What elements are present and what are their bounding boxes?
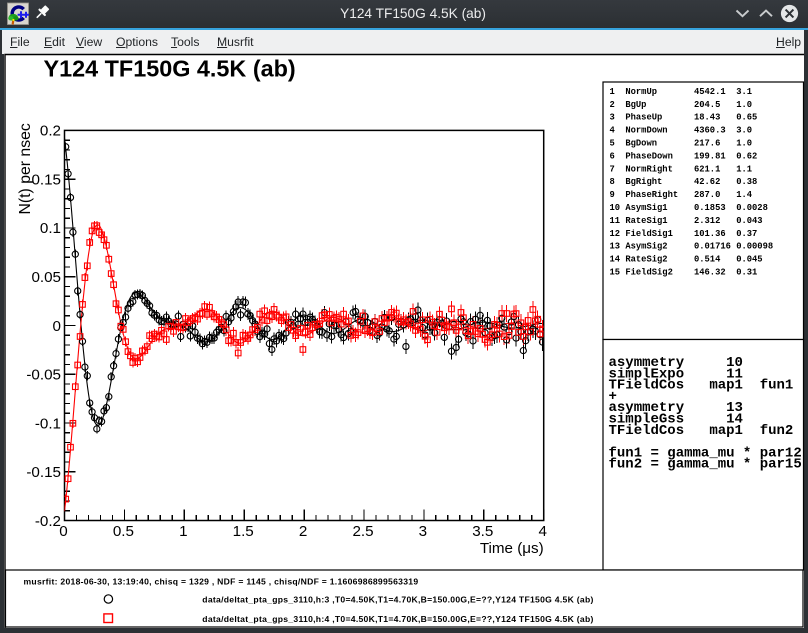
svg-text:simpleGss 14: simpleGss 14 [609, 412, 743, 428]
svg-text:0.2: 0.2 [40, 123, 61, 140]
svg-text:-0.1: -0.1 [35, 415, 61, 432]
svg-text:1.5: 1.5 [233, 523, 254, 540]
svg-text:1: 1 [179, 523, 187, 540]
svg-text:TFieldCos map1 fun1: TFieldCos map1 fun1 [609, 378, 794, 394]
svg-text:N(t) per nsec: N(t) per nsec [17, 123, 34, 214]
svg-text:12 FieldSig1 101.36 0.37: 12 FieldSig1 101.36 0.37 [610, 229, 758, 239]
svg-text:-0.2: -0.2 [35, 513, 61, 530]
svg-text:3.5: 3.5 [472, 523, 493, 540]
svg-text:fun2 = gamma_mu * par15: fun2 = gamma_mu * par15 [609, 457, 802, 473]
svg-text:9 PhaseRight 287.0 1.4: 9 PhaseRight 287.0 1.4 [610, 190, 753, 200]
svg-text:asymmetry 13: asymmetry 13 [609, 400, 743, 416]
svg-text:data/deltat_pta_gps_3110,h:3 ,: data/deltat_pta_gps_3110,h:3 ,T0=4.50K,T… [202, 595, 593, 605]
svg-text:0.15: 0.15 [31, 172, 61, 189]
svg-text:data/deltat_pta_gps_3110,h:4 ,: data/deltat_pta_gps_3110,h:4 ,T0=4.50K,T… [202, 614, 593, 624]
svg-text:11 RateSig1 2.312 0.043: 11 RateSig1 2.312 0.043 [610, 216, 763, 226]
svg-text:4 NormDown 4360.3 3.0: 4 NormDown 4360.3 3.0 [610, 126, 753, 136]
svg-text:8 BgRight 42.62 0.38: 8 BgRight 42.62 0.38 [610, 177, 758, 187]
svg-text:3: 3 [419, 523, 427, 540]
svg-text:Y124 TF150G 4.5K (ab): Y124 TF150G 4.5K (ab) [44, 56, 296, 82]
svg-text:7 NormRight 621.1 1.1: 7 NormRight 621.1 1.1 [610, 164, 753, 174]
svg-text:0.1: 0.1 [40, 220, 61, 237]
svg-text:+: + [609, 389, 617, 405]
svg-text:0: 0 [59, 523, 67, 540]
svg-text:2 BgUp 204.5 1.0: 2 BgUp 204.5 1.0 [610, 100, 753, 110]
svg-text:4: 4 [538, 523, 546, 540]
svg-text:15 FieldSig2 146.32 0.31: 15 FieldSig2 146.32 0.31 [610, 268, 758, 278]
svg-text:1 NormUp 4542.1 3.1: 1 NormUp 4542.1 3.1 [610, 87, 753, 97]
svg-text:14 RateSig2 0.514 0.045: 14 RateSig2 0.514 0.045 [610, 255, 763, 265]
svg-text:0: 0 [53, 318, 61, 335]
svg-text:2: 2 [299, 523, 307, 540]
svg-text:musrfit: 2018-06-30, 13:19:40,: musrfit: 2018-06-30, 13:19:40, chisq = 1… [24, 577, 419, 587]
svg-text:3 PhaseUp 18.43 0.65: 3 PhaseUp 18.43 0.65 [610, 113, 758, 123]
svg-text:Time (μs): Time (μs) [480, 540, 544, 557]
svg-text:TFieldCos map1 fun2: TFieldCos map1 fun2 [609, 423, 794, 439]
svg-text:fun1 = gamma_mu * par12: fun1 = gamma_mu * par12 [609, 445, 802, 461]
svg-text:0.5: 0.5 [113, 523, 134, 540]
svg-text:-0.15: -0.15 [26, 464, 61, 481]
svg-text:13 AsymSig2 0.01716 0.0009: 13 AsymSig2 0.01716 0.00098 [610, 242, 774, 252]
svg-text:asymmetry 10: asymmetry 10 [609, 355, 743, 371]
svg-text:-0.05: -0.05 [26, 367, 61, 384]
svg-text:5 BgDown 217.6 1.0: 5 BgDown 217.6 1.0 [610, 139, 753, 149]
svg-text:2.5: 2.5 [352, 523, 373, 540]
svg-text:simplExpo 11: simplExpo 11 [609, 366, 743, 382]
svg-text:6 PhaseDown 199.81 0.62: 6 PhaseDown 199.81 0.62 [610, 151, 758, 161]
svg-text:0.05: 0.05 [31, 269, 61, 286]
svg-text:10 AsymSig1 0.1853 0.0028: 10 AsymSig1 0.1853 0.0028 [610, 203, 768, 213]
